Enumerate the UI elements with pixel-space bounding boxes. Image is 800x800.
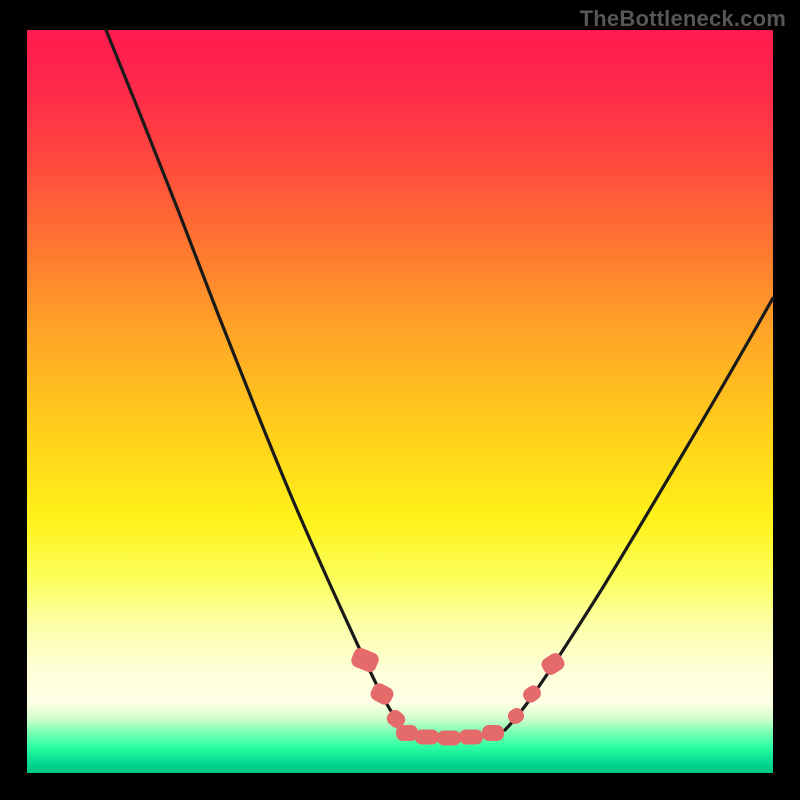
curve-marker	[459, 730, 483, 745]
curve-marker	[368, 681, 396, 707]
curve-marker	[415, 730, 439, 745]
plot-area	[27, 30, 773, 773]
curve-marker	[396, 725, 418, 741]
curve-marker	[349, 646, 381, 674]
outer-frame: TheBottleneck.com	[0, 0, 800, 800]
curve-marker	[539, 651, 567, 678]
watermark-text: TheBottleneck.com	[580, 6, 786, 32]
curve-marker	[437, 731, 461, 746]
curve-marker	[482, 725, 504, 741]
chart-svg	[0, 0, 800, 800]
left-curve	[106, 30, 404, 730]
